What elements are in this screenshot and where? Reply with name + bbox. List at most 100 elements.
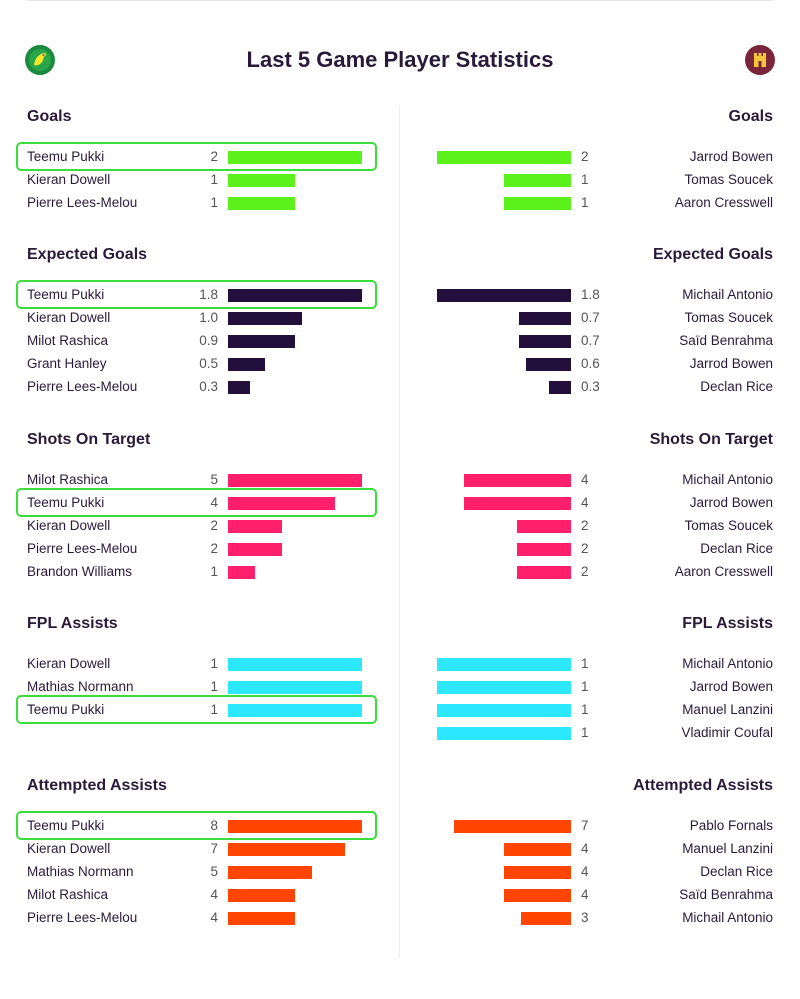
stat-value: 4 xyxy=(581,864,589,879)
home-section-title: FPL Assists xyxy=(27,615,118,632)
stat-bar xyxy=(228,381,250,394)
stat-value: 2 xyxy=(210,518,218,533)
stat-bar xyxy=(228,889,295,902)
stat-value: 1.8 xyxy=(581,287,600,302)
stat-bar xyxy=(228,289,362,302)
stat-bar xyxy=(504,843,571,856)
player-name: Pierre Lees-Melou xyxy=(27,379,138,394)
stat-bar xyxy=(549,381,571,394)
stat-bar xyxy=(228,912,295,925)
player-name: Declan Rice xyxy=(700,864,773,879)
home-player-row: Teemu Pukki 1 xyxy=(27,698,372,721)
away-player-row: Michail Antonio 4 xyxy=(428,468,773,491)
home-player-row: Pierre Lees-Melou 0.3 xyxy=(27,375,372,398)
stat-bar xyxy=(519,312,571,325)
player-name: Kieran Dowell xyxy=(27,172,111,187)
stat-bar xyxy=(228,312,302,325)
stat-bar xyxy=(228,497,335,510)
stat-bar xyxy=(228,197,295,210)
player-name: Pierre Lees-Melou xyxy=(27,541,138,556)
player-name: Jarrod Bowen xyxy=(689,356,773,371)
stat-bar xyxy=(517,543,571,556)
player-name: Kieran Dowell xyxy=(27,518,111,533)
away-player-row: Jarrod Bowen 4 xyxy=(428,491,773,514)
away-player-row: Aaron Cresswell 2 xyxy=(428,560,773,583)
stat-value: 7 xyxy=(581,818,589,833)
stat-value: 1.8 xyxy=(199,287,218,302)
stat-bar xyxy=(228,843,345,856)
home-section-title: Expected Goals xyxy=(27,246,148,263)
home-player-row: Kieran Dowell 2 xyxy=(27,514,372,537)
player-name: Michail Antonio xyxy=(682,910,773,925)
stat-bar xyxy=(521,912,571,925)
home-player-row: Kieran Dowell 7 xyxy=(27,837,372,860)
stat-bar xyxy=(504,866,571,879)
away-player-row: Pablo Fornals 7 xyxy=(428,814,773,837)
away-section-title: Expected Goals xyxy=(652,246,773,263)
player-name: Saïd Benrahma xyxy=(679,333,773,348)
stat-value: 1.0 xyxy=(199,310,218,325)
player-name: Milot Rashica xyxy=(27,887,109,902)
away-section-title: FPL Assists xyxy=(682,615,773,632)
stat-value: 0.5 xyxy=(199,356,218,371)
stat-value: 2 xyxy=(581,541,589,556)
home-player-row: Kieran Dowell 1 xyxy=(27,652,372,675)
stat-bar xyxy=(454,820,571,833)
home-player-row: Grant Hanley 0.5 xyxy=(27,352,372,375)
player-name: Pierre Lees-Melou xyxy=(27,910,138,925)
stat-bar xyxy=(228,335,295,348)
player-name: Brandon Williams xyxy=(27,564,133,579)
player-name: Michail Antonio xyxy=(682,472,773,487)
center-divider xyxy=(399,105,400,958)
away-section-title: Goals xyxy=(728,108,773,125)
stat-bar xyxy=(228,566,255,579)
player-name: Manuel Lanzini xyxy=(682,841,773,856)
stat-bar xyxy=(504,174,571,187)
player-name: Declan Rice xyxy=(700,379,773,394)
stat-value: 1 xyxy=(210,656,218,671)
player-name: Kieran Dowell xyxy=(27,841,111,856)
stat-bar xyxy=(519,335,571,348)
player-name: Milot Rashica xyxy=(27,472,109,487)
top-divider xyxy=(27,0,773,1)
away-player-row: Manuel Lanzini 1 xyxy=(428,698,773,721)
home-player-row: Mathias Normann 1 xyxy=(27,675,372,698)
player-name: Tomas Soucek xyxy=(684,518,773,533)
stat-value: 1 xyxy=(210,564,218,579)
away-player-row: Michail Antonio 1.8 xyxy=(428,283,773,306)
stat-value: 0.9 xyxy=(199,333,218,348)
highlight-box xyxy=(16,695,377,724)
player-name: Milot Rashica xyxy=(27,333,109,348)
away-player-row: Tomas Soucek 1 xyxy=(428,168,773,191)
stat-bar xyxy=(437,151,571,164)
away-player-row: Declan Rice 2 xyxy=(428,537,773,560)
stat-value: 5 xyxy=(210,472,218,487)
stat-bar xyxy=(228,681,362,694)
away-player-row: Saïd Benrahma 0.7 xyxy=(428,329,773,352)
home-section-title: Shots On Target xyxy=(27,431,151,448)
stat-value: 1 xyxy=(210,679,218,694)
player-name: Aaron Cresswell xyxy=(674,195,773,210)
away-player-row: Aaron Cresswell 1 xyxy=(428,191,773,214)
player-name: Teemu Pukki xyxy=(27,702,105,717)
home-player-row: Mathias Normann 5 xyxy=(27,860,372,883)
stat-value: 4 xyxy=(581,841,589,856)
stat-value: 1 xyxy=(581,702,589,717)
stat-bar xyxy=(228,658,362,671)
stat-value: 4 xyxy=(581,887,589,902)
stat-value: 3 xyxy=(581,910,589,925)
away-player-row: Declan Rice 0.3 xyxy=(428,375,773,398)
stat-value: 0.7 xyxy=(581,310,600,325)
player-name: Manuel Lanzini xyxy=(682,702,773,717)
stat-value: 1 xyxy=(210,172,218,187)
player-name: Kieran Dowell xyxy=(27,656,111,671)
stat-bar xyxy=(228,474,362,487)
home-player-row: Milot Rashica 5 xyxy=(27,468,372,491)
home-player-row: Pierre Lees-Melou 2 xyxy=(27,537,372,560)
stat-value: 2 xyxy=(581,518,589,533)
stat-value: 4 xyxy=(581,472,589,487)
player-name: Tomas Soucek xyxy=(684,310,773,325)
stat-bar xyxy=(437,289,571,302)
away-player-row: Michail Antonio 3 xyxy=(428,906,773,929)
player-name: Teemu Pukki xyxy=(27,495,105,510)
